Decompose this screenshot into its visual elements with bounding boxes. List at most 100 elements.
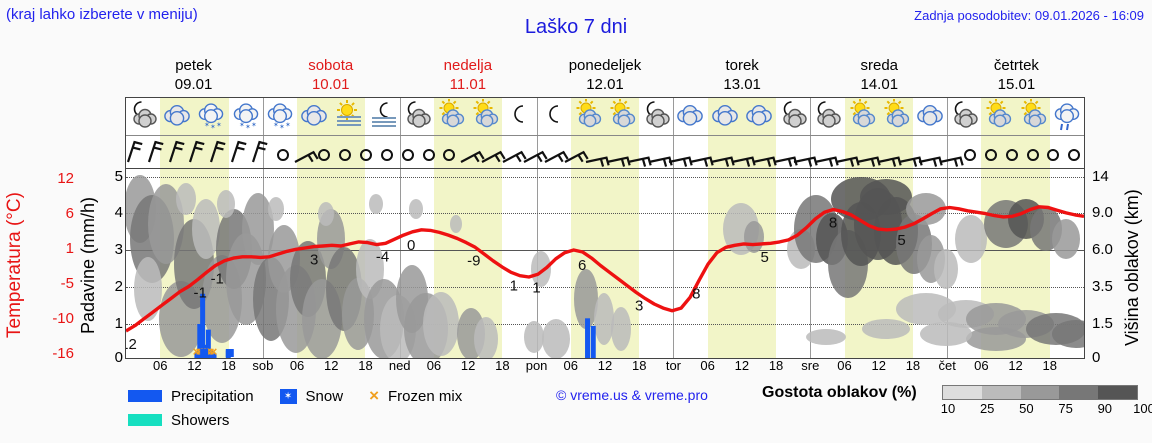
wind-calm-icon (397, 136, 427, 169)
day-name: nedelja (443, 57, 493, 74)
wind-barb-icon (563, 136, 593, 169)
day-header-nedelja: nedelja 11.01 (399, 56, 536, 96)
hour-tick-label: tor (665, 358, 682, 373)
wind-barb-icon (230, 136, 260, 169)
day-name: ponedeljek (568, 57, 642, 74)
wind-calm-icon (980, 136, 1010, 169)
legend-frozen-mix-label: Frozen mix (388, 387, 463, 405)
temperature-annotation: 6 (578, 257, 586, 274)
svg-text:✶: ✶ (251, 121, 257, 129)
hour-tick-label: 12 (1008, 358, 1023, 373)
wind-calm-icon (313, 136, 343, 169)
series-legend: Precipitation ✶ Snow × Frozen mix Shower… (128, 384, 548, 432)
density-swatch (943, 386, 982, 399)
axis-tick: 3.5 (1092, 278, 1113, 295)
svg-text:✶: ✶ (210, 123, 216, 131)
axis-tick: 14 (1092, 168, 1109, 185)
weather-icon-moon-cloud (778, 99, 808, 133)
day-separator (399, 136, 401, 168)
location-menu-note[interactable]: (kraj lahko izberete v meniju) (6, 6, 198, 23)
weather-icon-strip: ✶ ✶ ✶ ✶ ✶ ✶ ✶ ✶ ✶ (126, 98, 1084, 136)
grid-line (126, 213, 1084, 214)
frozen-mix-marker: × (207, 344, 215, 358)
hour-tick-label: 12 (324, 358, 339, 373)
day-header-ponedeljek: ponedeljek 12.01 (536, 56, 673, 96)
weather-icon-sun-cloud (847, 99, 877, 133)
axis-tick: 6 (65, 205, 74, 222)
wind-barb-icon (126, 136, 156, 169)
axis-tick: 3 (114, 241, 123, 258)
wind-barb-icon (522, 136, 552, 169)
temperature-axis-ticks: 12 6 1 -5 -10 -16 (30, 165, 76, 362)
daytime-band (707, 169, 777, 358)
weather-icon-cloud (744, 99, 774, 133)
wind-calm-icon (376, 136, 406, 169)
hour-tick-label: 18 (358, 358, 373, 373)
temperature-annotation: 0 (407, 237, 415, 254)
axis-tick: 1 (65, 240, 74, 257)
day-name: sreda (860, 57, 899, 74)
hour-tick-label: 12 (460, 358, 476, 373)
day-date: 12.01 (586, 76, 624, 93)
temperature-axis-title: Temperatura (°C) (4, 192, 25, 338)
wind-calm-icon (355, 136, 385, 169)
hour-tick-label: 18 (768, 358, 784, 373)
svg-text:✶: ✶ (245, 123, 251, 131)
weather-icon-moon-cloud (812, 99, 842, 133)
axis-tick: -5 (60, 275, 74, 292)
weather-icon-cloud (162, 99, 192, 133)
wind-barb-icon (168, 136, 198, 169)
day-separator (810, 169, 812, 358)
svg-text:✶: ✶ (285, 121, 291, 129)
hour-tick-label: čet (938, 358, 956, 373)
density-swatch (1020, 386, 1060, 399)
hour-tick-label: 12 (597, 358, 613, 373)
day-separator (399, 169, 401, 358)
frozen-mix-marker: × (195, 344, 203, 358)
wind-calm-icon (334, 136, 364, 169)
hour-tick-label: pon (525, 358, 548, 373)
weather-icon-cloud-drizzle (1052, 99, 1082, 133)
snow-marker (225, 349, 234, 357)
showers-swatch (128, 414, 162, 426)
frozen-mix-marker: × (210, 344, 218, 358)
wind-barb-icon (293, 136, 323, 169)
cloud-density-legend-label: Gostota oblakov (%) (762, 384, 917, 401)
axis-tick: 0 (114, 349, 123, 366)
wind-calm-icon (1022, 136, 1052, 169)
wind-calm-icon (272, 136, 302, 169)
wind-barb-icon (251, 136, 281, 169)
weather-icon-cloud (675, 99, 705, 133)
weather-icon-sun-fog (333, 99, 363, 133)
temperature-annotation: 1 (510, 277, 518, 294)
hour-tick-label: 06 (974, 358, 989, 373)
wind-barb-icon (147, 136, 177, 169)
svg-text:✶: ✶ (273, 121, 279, 129)
legend-showers-label: Showers (171, 411, 230, 429)
density-tick-label: 25 (979, 401, 995, 416)
day-header-row: petek 09.01 sobota 10.01 nedelja 11.01 ponedel… (125, 56, 1085, 96)
axis-tick: 4 (114, 204, 123, 221)
weather-icon-sun-cloud (1018, 99, 1048, 133)
hour-tick-label: 12 (734, 358, 750, 373)
weather-icon-moon-cloud (128, 99, 158, 133)
temperature-annotation: 3 (310, 252, 318, 269)
day-separator (673, 136, 675, 168)
temperature-annotation: 5 (760, 249, 768, 266)
frozen-mix-marker: × (193, 344, 201, 358)
precipitation-bar (211, 353, 217, 358)
axis-tick: 6.0 (1092, 241, 1113, 258)
weather-icon-moon-cloud (949, 99, 979, 133)
precipitation-axis-ticks: 5 4 3 2 1 0 (100, 160, 124, 366)
day-name: sobota (308, 57, 354, 74)
precipitation-swatch (128, 390, 162, 402)
axis-tick: -16 (52, 345, 74, 362)
day-date: 11.01 (449, 76, 487, 93)
weather-icon-moon-fog (368, 99, 398, 133)
copyright-link[interactable]: © vreme.us & vreme.pro (556, 387, 708, 403)
grid-line (126, 250, 1084, 251)
density-tick-label: 100 (1133, 401, 1152, 416)
